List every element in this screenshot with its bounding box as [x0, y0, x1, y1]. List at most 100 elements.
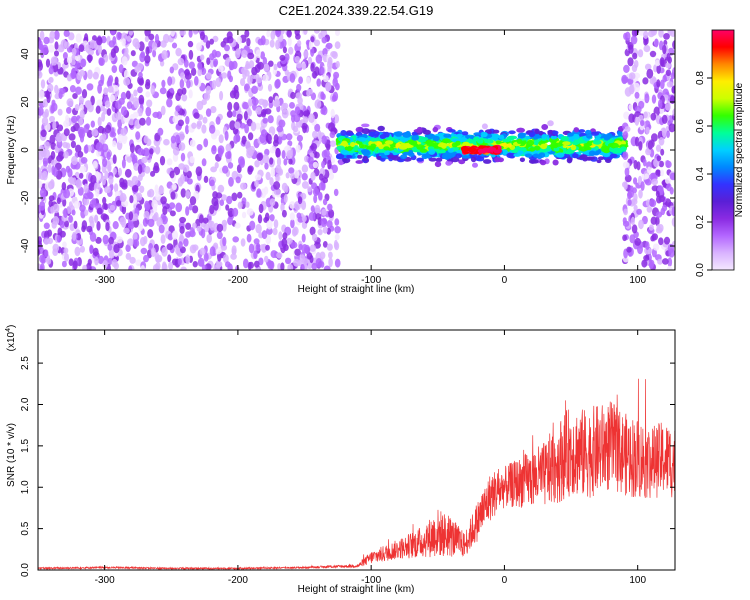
- spectrogram-cell: [140, 247, 148, 255]
- spectrogram-cell: [56, 197, 61, 205]
- spectrogram-cell: [656, 64, 661, 74]
- spectrogram-cell: [67, 168, 73, 178]
- spectrogram-cell: [666, 81, 674, 88]
- spectrogram-cell: [143, 135, 149, 144]
- spectrogram-cell: [285, 133, 293, 141]
- spectrogram-cell: [96, 99, 103, 107]
- spectrogram-cell: [383, 131, 390, 138]
- spectrogram-cell: [293, 169, 300, 179]
- spectrogram-cell: [297, 96, 303, 105]
- spectrogram-cell: [98, 57, 105, 66]
- spectrogram-cell: [49, 115, 55, 123]
- spectrogram-cell: [118, 97, 125, 105]
- spectrogram-cell: [472, 162, 478, 168]
- spectrogram-cell: [136, 192, 143, 201]
- spectrogram-cell: [49, 31, 56, 40]
- spectrogram-cell: [461, 131, 469, 136]
- spectrogram-cell: [462, 141, 470, 147]
- spectrogram-cell: [192, 205, 199, 214]
- spectrogram-cell: [311, 182, 318, 190]
- spectrogram-cell: [160, 234, 166, 245]
- spectrogram-cell: [314, 30, 320, 34]
- spectrogram-cell: [402, 132, 412, 138]
- spectrogram-cell: [81, 225, 86, 233]
- spectrogram-cell: [189, 196, 197, 206]
- spectrogram-cell: [96, 207, 103, 215]
- spectrogram-cell: [152, 49, 157, 58]
- spectrogram-cell: [662, 258, 669, 265]
- spectrogram-cell: [235, 134, 241, 142]
- spectrogram-cell: [95, 142, 103, 152]
- spectrogram-cell: [288, 46, 294, 55]
- spectrogram-y-tick-label: -20: [20, 190, 31, 205]
- spectrogram-cell: [38, 90, 45, 99]
- spectrogram-cell: [225, 261, 231, 268]
- spectrogram-cell: [327, 159, 332, 170]
- spectrogram-cell: [71, 209, 76, 216]
- spectrogram-cell: [323, 265, 331, 270]
- spectrogram-cell: [281, 109, 289, 119]
- spectrogram-cell: [233, 101, 240, 111]
- spectrogram-cell: [298, 243, 303, 251]
- snr-y-tick-label: 1.5: [20, 438, 31, 452]
- spectrogram-cell: [40, 79, 46, 89]
- spectrogram-cell: [44, 249, 49, 258]
- spectrogram-cell: [370, 143, 377, 148]
- spectrogram-cell: [346, 154, 353, 159]
- spectrogram-cell: [644, 63, 652, 71]
- spectrogram-cell: [170, 135, 176, 144]
- spectrogram-cell: [619, 146, 627, 152]
- spectrogram-cell: [637, 49, 644, 58]
- spectrogram-cell: [274, 79, 281, 89]
- spectrogram-cell: [95, 188, 100, 197]
- spectrogram-cell: [262, 74, 269, 82]
- spectrogram-cell: [132, 38, 140, 48]
- spectrogram-cell: [275, 30, 282, 38]
- spectrogram-cell: [210, 106, 217, 114]
- spectrogram-cell: [333, 114, 340, 124]
- spectrogram-cell: [138, 71, 143, 79]
- spectrogram-cell: [621, 76, 629, 84]
- spectrogram-cell: [242, 101, 250, 110]
- spectrogram-cell: [49, 134, 56, 145]
- spectrogram-cell: [163, 138, 170, 146]
- spectrogram-cell: [667, 257, 673, 268]
- spectrogram-cell: [501, 149, 509, 156]
- spectrogram-cell: [94, 214, 99, 224]
- spectrogram-cell: [672, 108, 675, 117]
- spectrogram-cell: [94, 256, 99, 266]
- spectrogram-cell: [513, 153, 521, 157]
- snr-y-tick-label: 2.0: [20, 397, 31, 411]
- spectrogram-cell: [273, 181, 281, 190]
- spectrogram-cell: [336, 145, 345, 151]
- spectrogram-cell: [192, 244, 199, 251]
- spectrogram-cell: [656, 155, 662, 162]
- spectrogram-cell: [89, 244, 94, 255]
- spectrogram-cell: [80, 157, 88, 164]
- spectrogram-cell: [303, 116, 309, 124]
- spectrogram-cell: [48, 66, 54, 75]
- snr-y-tick-label: 1.0: [20, 480, 31, 494]
- spectrogram-cell: [321, 93, 326, 100]
- spectrogram-cell: [290, 218, 295, 229]
- spectrogram-cell: [95, 236, 102, 244]
- spectrogram-cell: [57, 108, 63, 116]
- spectrogram-cell: [241, 211, 247, 219]
- spectrogram-y-tick-label: -40: [20, 238, 31, 253]
- spectrogram-cell: [307, 156, 314, 165]
- spectrogram-cell: [289, 102, 295, 109]
- spectrogram-cell: [534, 128, 540, 135]
- spectrogram-cell: [140, 265, 146, 270]
- spectrogram-cell: [172, 146, 180, 156]
- spectrogram-cell: [276, 125, 284, 133]
- snr-panel: -300 -200 -100 0 100 0.0 0.5 1.0 1.5 2.0 2.5 Heig…: [5, 325, 676, 595]
- spectrogram-cell: [201, 158, 207, 167]
- spectrogram-cell: [269, 177, 274, 186]
- spectrogram-cell: [293, 258, 301, 267]
- spectrogram-cell: [59, 219, 65, 229]
- spectrogram-cell: [248, 261, 255, 269]
- spectrogram-cell: [643, 38, 648, 46]
- spectrogram-cell: [304, 244, 311, 255]
- spectrogram-cell: [96, 221, 101, 231]
- spectrogram-cell: [266, 227, 273, 235]
